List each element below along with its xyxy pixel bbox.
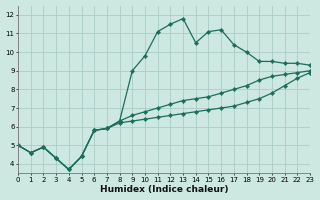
X-axis label: Humidex (Indice chaleur): Humidex (Indice chaleur) bbox=[100, 185, 228, 194]
